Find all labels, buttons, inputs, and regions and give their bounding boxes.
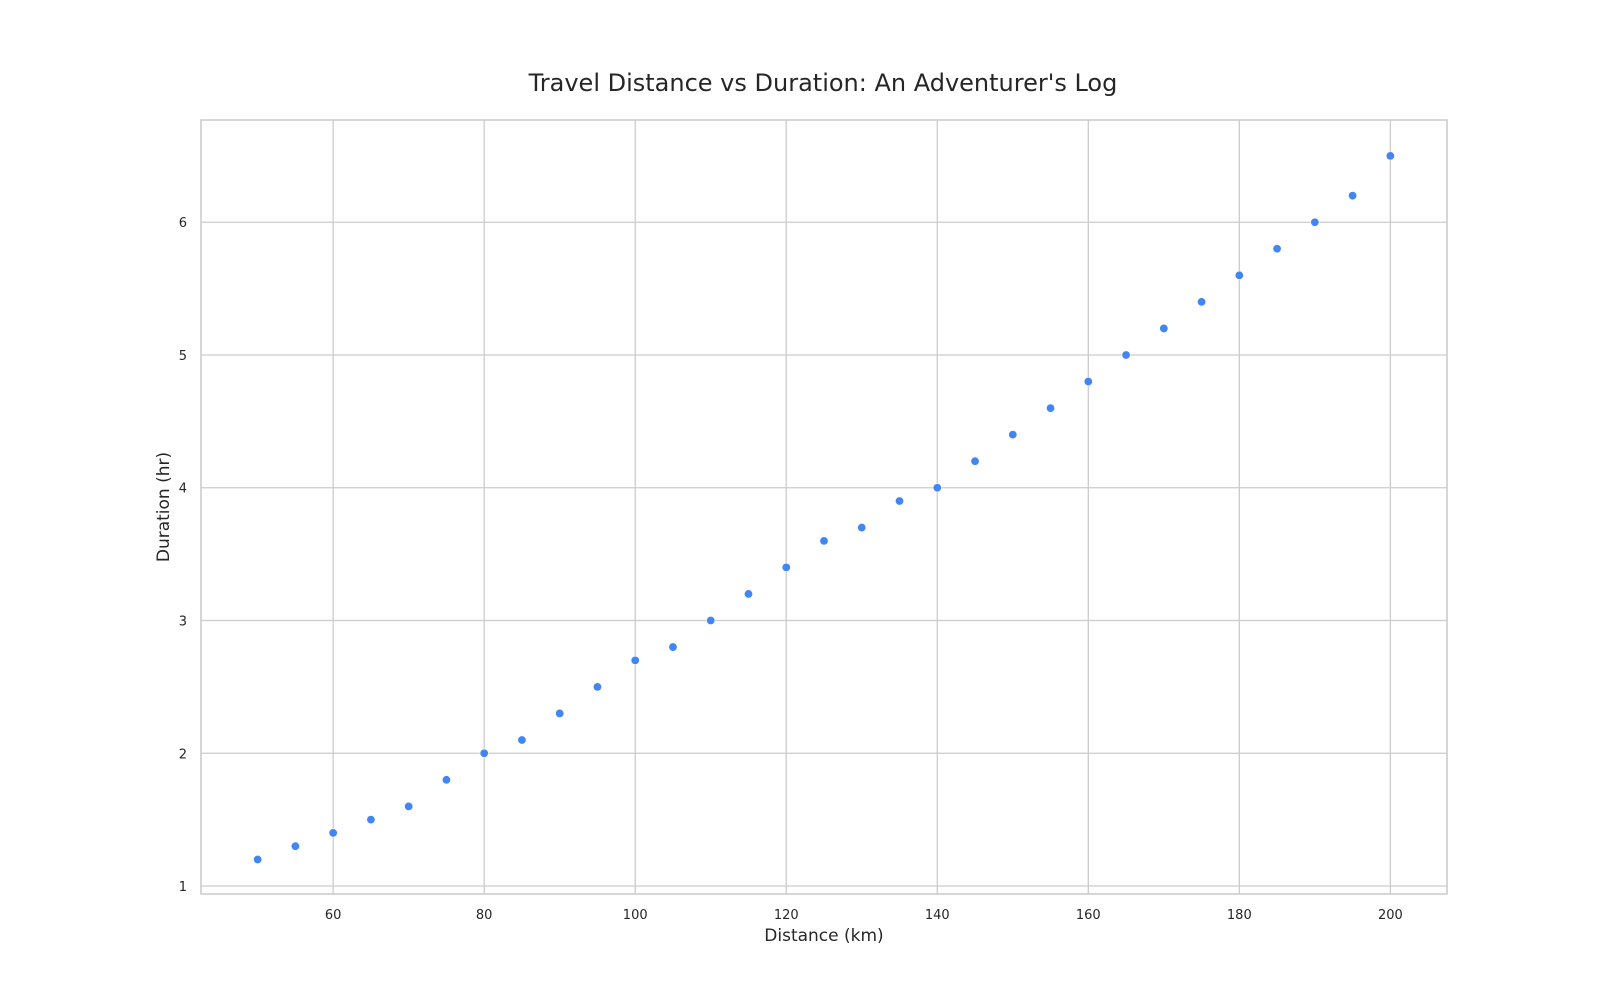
x-tick-label: 120 bbox=[774, 908, 799, 923]
data-point bbox=[895, 496, 905, 506]
y-tick-label: 5 bbox=[179, 349, 187, 364]
data-point bbox=[1348, 191, 1358, 201]
y-tick-label: 2 bbox=[179, 747, 187, 762]
data-point bbox=[1272, 244, 1282, 254]
data-point bbox=[630, 655, 640, 665]
y-axis-label: Duration (hr) bbox=[154, 452, 174, 562]
data-points bbox=[253, 151, 1395, 864]
data-point bbox=[743, 589, 753, 599]
data-point bbox=[1385, 151, 1395, 161]
data-point bbox=[1310, 217, 1320, 227]
data-point bbox=[366, 815, 376, 825]
x-tick-label: 80 bbox=[476, 908, 493, 923]
grid-lines bbox=[201, 120, 1447, 894]
plot-frame bbox=[200, 119, 1448, 895]
x-tick-label: 100 bbox=[623, 908, 648, 923]
y-tick-label: 1 bbox=[179, 880, 187, 895]
data-point bbox=[592, 682, 602, 692]
data-point bbox=[517, 735, 527, 745]
x-tick-label: 140 bbox=[925, 908, 950, 923]
data-point bbox=[1083, 377, 1093, 387]
tick-labels: 60 80 100 120 140 160 180 200 1 2 3 4 5 6 bbox=[179, 216, 1403, 923]
data-point bbox=[328, 828, 338, 838]
data-point bbox=[668, 642, 678, 652]
data-point bbox=[555, 708, 565, 718]
data-point bbox=[253, 854, 263, 864]
data-point bbox=[819, 536, 829, 546]
data-point bbox=[404, 801, 414, 811]
data-point bbox=[1046, 403, 1056, 413]
data-point bbox=[479, 748, 489, 758]
data-point bbox=[1159, 323, 1169, 333]
x-tick-label: 160 bbox=[1076, 908, 1101, 923]
y-tick-label: 6 bbox=[179, 216, 187, 231]
data-point bbox=[1121, 350, 1131, 360]
data-point bbox=[1234, 270, 1244, 280]
data-point bbox=[1008, 430, 1018, 440]
data-point bbox=[441, 775, 451, 785]
data-point bbox=[1197, 297, 1207, 307]
chart-title: Travel Distance vs Duration: An Adventur… bbox=[528, 69, 1118, 97]
x-tick-label: 200 bbox=[1378, 908, 1403, 923]
data-point bbox=[781, 562, 791, 572]
y-tick-label: 3 bbox=[179, 615, 187, 630]
data-point bbox=[290, 841, 300, 851]
y-tick-label: 4 bbox=[179, 482, 187, 497]
x-tick-label: 180 bbox=[1227, 908, 1252, 923]
data-point bbox=[857, 523, 867, 533]
data-point bbox=[706, 616, 716, 626]
x-tick-label: 60 bbox=[325, 908, 342, 923]
x-axis-label: Distance (km) bbox=[764, 926, 883, 946]
data-point bbox=[970, 456, 980, 466]
data-point bbox=[932, 483, 942, 493]
